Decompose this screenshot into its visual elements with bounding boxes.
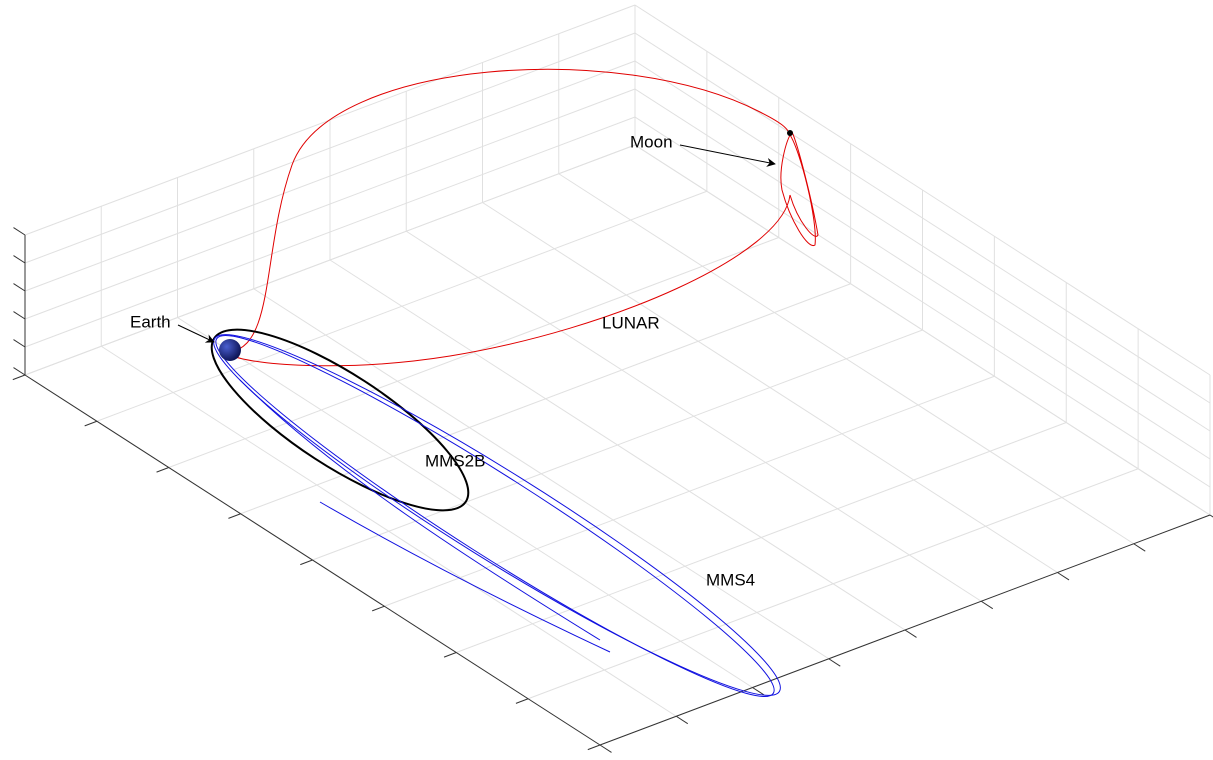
axis-tick [443,652,457,658]
axis-tick [675,715,689,725]
grid-line [100,345,677,717]
axis-tick [13,367,26,376]
axis-tick [980,600,994,610]
axis-tick [904,629,917,638]
axis-tick [228,513,241,519]
mms4-label: MMS4 [706,570,755,589]
axis-tick [371,605,385,612]
axis-tick [599,744,612,753]
axis-tick [84,420,98,427]
grid-line [634,4,1211,376]
grid-line [24,60,636,292]
earth-arrow [177,324,215,343]
axis-tick [1209,514,1213,518]
axes [12,227,1213,753]
axis-tick [1133,543,1146,552]
axis-tick [12,374,26,381]
grid [24,4,1211,746]
grid-line [634,60,1211,432]
grid-line [24,88,636,320]
moon-arrow [679,144,776,167]
grid-line [253,288,830,660]
grid-line [634,144,1211,516]
axis-tick [515,698,529,704]
axis-tick [156,467,169,473]
mms2b-label: MMS2B [425,451,485,470]
axis-tick [13,283,26,292]
grid-line [558,173,1135,545]
axis-tick [13,227,26,236]
grid-line [24,116,636,348]
axis-tick [13,311,26,320]
earth-label: Earth [130,312,171,331]
axis-tick [587,744,601,751]
mms4-orbit [215,335,775,697]
moon-label: Moon [630,132,673,151]
mms4-orbit [319,501,611,653]
lunar-orbit [229,68,819,367]
moon [787,130,793,136]
axis-tick [599,514,1211,746]
grid-line [329,259,906,631]
axis-tick [1057,572,1070,581]
grid-line [482,202,1058,573]
grid-line [634,32,1211,404]
axis-tick [828,658,841,667]
axis-tick [752,687,765,696]
axis-tick [13,339,26,348]
grid-line [634,116,1211,488]
mms4-orbit [213,334,781,696]
orbits [210,68,819,697]
grid-line [634,88,1211,460]
axis-tick [300,559,313,566]
grid-line [24,144,636,376]
lunar-label: LUNAR [602,313,660,332]
earth [219,339,241,361]
axis-tick [13,255,26,264]
axis-tick [24,374,601,746]
grid-line [24,32,636,264]
mms4-orbit [239,379,601,641]
grid-line [405,230,982,602]
